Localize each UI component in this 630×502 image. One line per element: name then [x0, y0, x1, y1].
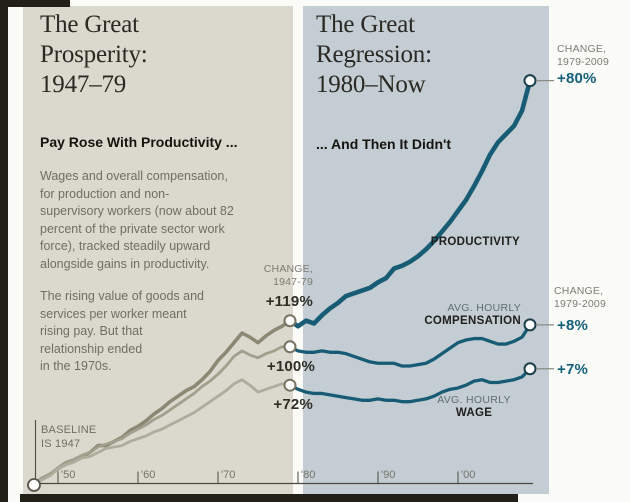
- series-line-pre1979: [32, 345, 292, 486]
- left-panel-body-paragraph-1: Wages and overall compensation, for prod…: [40, 169, 234, 271]
- axis-tick-label: '80: [301, 469, 316, 481]
- axis-tick-label: '50: [61, 469, 76, 481]
- data-point-marker: [283, 378, 297, 392]
- axis-tick-label: '70: [221, 469, 236, 481]
- productivity-change-1979-2009: +80%: [557, 70, 597, 87]
- axis-tick-label: '60: [141, 469, 156, 481]
- series-line-post1979: [288, 323, 532, 368]
- left-edge-dark-strip: [0, 0, 8, 502]
- productivity-change-1947-79: +119%: [265, 293, 313, 310]
- change-label-1947-79: CHANGE, 1947-79: [263, 263, 313, 288]
- compensation-series-label-prefix: AVG. HOURLY: [447, 302, 521, 314]
- compensation-change-1947-79: +100%: [266, 358, 315, 375]
- productivity-series-label: PRODUCTIVITY: [430, 236, 520, 248]
- data-point-marker: [283, 314, 297, 328]
- wage-change-1947-79: +72%: [273, 396, 313, 413]
- left-panel-body-paragraph-2: The rising value of goods and services p…: [40, 289, 204, 373]
- right-panel-title: The Great Regression: 1980–Now: [316, 11, 432, 98]
- baseline-annotation: BASELINE IS 1947: [41, 424, 97, 450]
- right-panel-kicker: ... And Then It Didn't: [316, 136, 452, 152]
- axis-tick-label: '00: [461, 469, 476, 481]
- change-label-1979-2009-mid: CHANGE, 1979-2009: [554, 285, 607, 310]
- wage-series-label: WAGE: [455, 407, 493, 419]
- series-line-post1979: [288, 367, 532, 404]
- wage-series-label-prefix: AVG. HOURLY: [437, 394, 511, 406]
- compensation-series-label: COMPENSATION: [424, 315, 521, 327]
- data-point-marker: [523, 318, 537, 332]
- left-panel-title: The Great Prosperity: 1947–79: [40, 11, 148, 98]
- series-line-post1979: [287, 78, 533, 329]
- series-line-pre1979: [32, 378, 292, 486]
- axis-tick-label: '90: [381, 469, 396, 481]
- bottom-dark-bar: [20, 494, 518, 502]
- change-label-1979-2009-top: CHANGE, 1979-2009: [557, 43, 610, 68]
- origin-marker: [27, 478, 41, 492]
- data-point-marker: [523, 362, 537, 376]
- data-point-marker: [523, 74, 537, 88]
- wage-change-1979-2009: +7%: [557, 361, 589, 378]
- data-point-marker: [283, 340, 297, 354]
- top-left-dark-strip: [0, 0, 70, 7]
- left-panel-kicker: Pay Rose With Productivity ...: [40, 134, 238, 150]
- compensation-change-1979-2009: +8%: [557, 317, 589, 334]
